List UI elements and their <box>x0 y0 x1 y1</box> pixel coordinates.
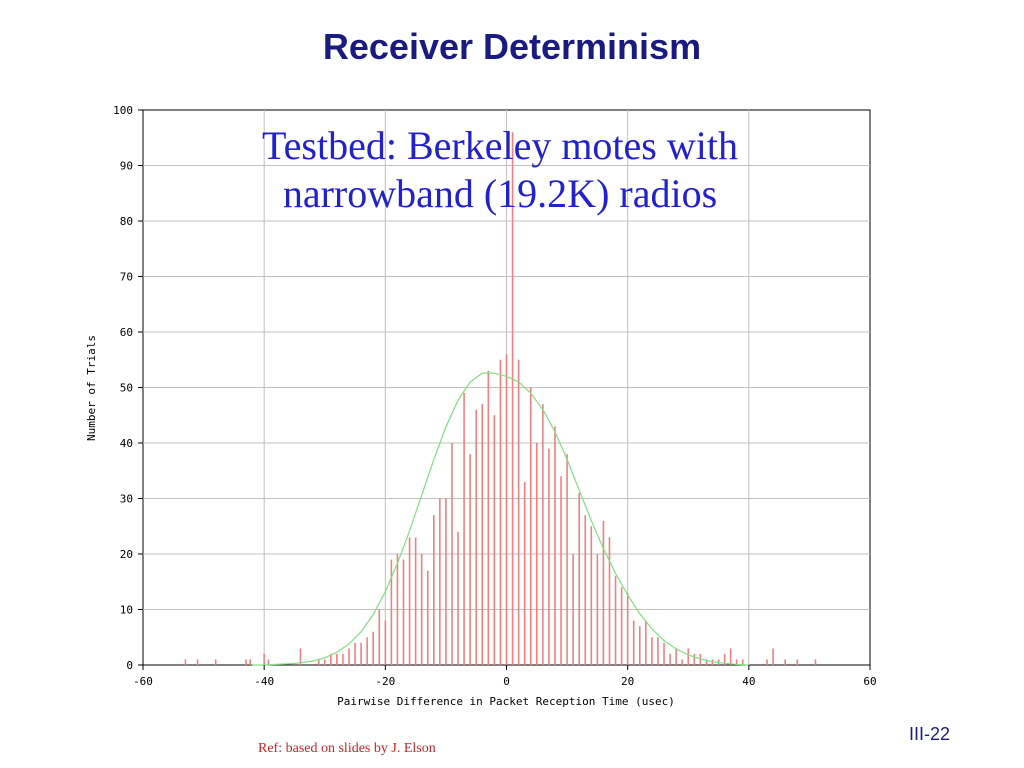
testbed-overlay: Testbed: Berkeley motes with narrowband … <box>200 122 800 218</box>
y-tick-label: 50 <box>120 382 133 395</box>
overlay-line-1: Testbed: Berkeley motes with <box>262 123 738 168</box>
y-tick-label: 40 <box>120 437 133 450</box>
gaussian-fit-line <box>252 372 749 666</box>
bar-series <box>184 132 817 665</box>
x-tick-label: 60 <box>863 675 876 688</box>
reference-note: Ref: based on slides by J. Elson <box>258 741 436 756</box>
x-tick-labels: -60 -40 -20 0 20 40 60 <box>133 665 877 688</box>
x-tick-label: -20 <box>375 675 395 688</box>
y-tick-label: 80 <box>120 215 133 228</box>
y-tick-label: 70 <box>120 271 133 284</box>
y-tick-label: 10 <box>120 604 133 617</box>
y-tick-label: 60 <box>120 326 133 339</box>
y-tick-label: 0 <box>126 659 133 672</box>
y-tick-labels: 0 10 20 30 40 50 60 70 80 90 100 <box>113 104 143 672</box>
x-tick-label: 20 <box>621 675 634 688</box>
slide-title: Receiver Determinism <box>322 26 702 67</box>
y-tick-label: 90 <box>120 160 133 173</box>
y-tick-label: 20 <box>120 548 133 561</box>
x-tick-label: 40 <box>742 675 755 688</box>
x-tick-label: 0 <box>503 675 510 688</box>
y-tick-label: 30 <box>120 493 133 506</box>
page-number: III-22 <box>909 724 951 744</box>
x-axis-label: Pairwise Difference in Packet Reception … <box>337 695 675 708</box>
x-tick-label: -40 <box>254 675 274 688</box>
y-tick-label: 100 <box>113 104 133 117</box>
y-axis-label: Number of Trials <box>85 335 98 441</box>
overlay-line-2: narrowband (19.2K) radios <box>282 171 718 216</box>
x-tick-label: -60 <box>133 675 153 688</box>
